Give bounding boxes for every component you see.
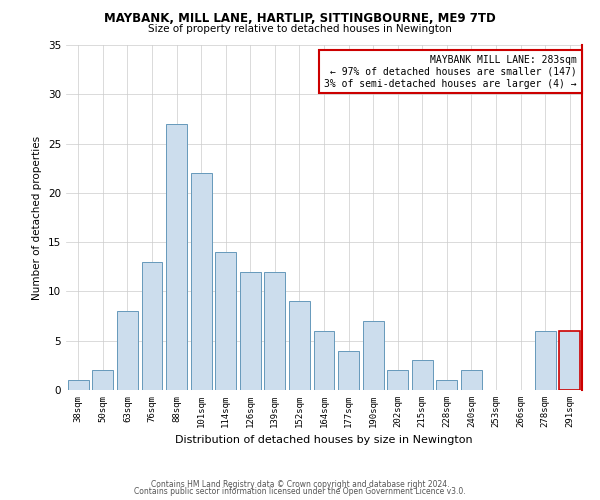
Bar <box>92 370 113 390</box>
Text: MAYBANK MILL LANE: 283sqm
← 97% of detached houses are smaller (147)
3% of semi-: MAYBANK MILL LANE: 283sqm ← 97% of detac… <box>324 56 577 88</box>
Bar <box>191 173 212 390</box>
Bar <box>142 262 163 390</box>
Bar <box>362 321 383 390</box>
Bar <box>412 360 433 390</box>
Text: Contains public sector information licensed under the Open Government Licence v3: Contains public sector information licen… <box>134 487 466 496</box>
Bar <box>117 311 138 390</box>
Bar <box>215 252 236 390</box>
Bar <box>436 380 457 390</box>
Bar <box>289 302 310 390</box>
Bar <box>461 370 482 390</box>
Y-axis label: Number of detached properties: Number of detached properties <box>32 136 43 300</box>
Text: Size of property relative to detached houses in Newington: Size of property relative to detached ho… <box>148 24 452 34</box>
Bar <box>166 124 187 390</box>
Bar <box>387 370 408 390</box>
Bar <box>68 380 89 390</box>
Bar <box>265 272 286 390</box>
Bar <box>559 331 580 390</box>
Text: Contains HM Land Registry data © Crown copyright and database right 2024.: Contains HM Land Registry data © Crown c… <box>151 480 449 489</box>
Bar <box>535 331 556 390</box>
Bar <box>314 331 334 390</box>
Bar <box>240 272 261 390</box>
Bar <box>338 350 359 390</box>
X-axis label: Distribution of detached houses by size in Newington: Distribution of detached houses by size … <box>175 436 473 446</box>
Text: MAYBANK, MILL LANE, HARTLIP, SITTINGBOURNE, ME9 7TD: MAYBANK, MILL LANE, HARTLIP, SITTINGBOUR… <box>104 12 496 26</box>
